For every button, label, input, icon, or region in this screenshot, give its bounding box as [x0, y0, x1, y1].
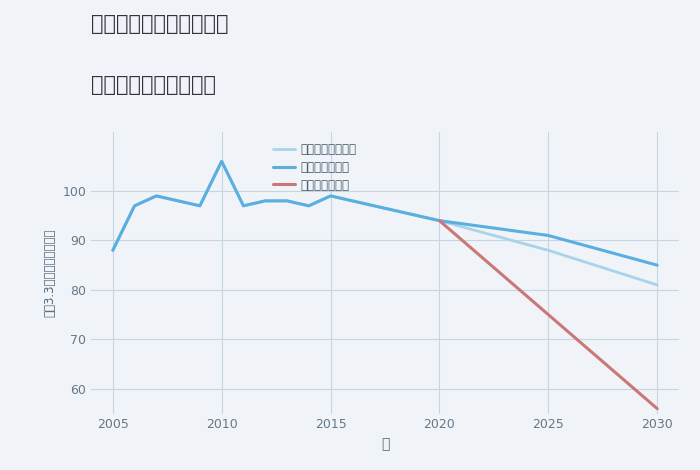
- ノーマルシナリオ: [326, 193, 335, 199]
- グッドシナリオ: [653, 262, 662, 268]
- Y-axis label: 坪（3.3㎡）単価（万円）: 坪（3.3㎡）単価（万円）: [43, 228, 57, 317]
- ノーマルシナリオ: [261, 198, 270, 204]
- グッドシナリオ: [196, 203, 204, 209]
- グッドシナリオ: [239, 203, 248, 209]
- ノーマルシナリオ: [152, 193, 160, 199]
- グッドシナリオ: [218, 158, 226, 164]
- X-axis label: 年: 年: [381, 437, 389, 451]
- グッドシナリオ: [130, 203, 139, 209]
- Line: グッドシナリオ: グッドシナリオ: [113, 161, 657, 265]
- グッドシナリオ: [152, 193, 160, 199]
- ノーマルシナリオ: [174, 198, 182, 204]
- ノーマルシナリオ: [239, 203, 248, 209]
- グッドシナリオ: [283, 198, 291, 204]
- グッドシナリオ: [304, 203, 313, 209]
- ノーマルシナリオ: [392, 208, 400, 213]
- バッドシナリオ: [653, 406, 662, 411]
- Text: 愛知県東海市富木島町の: 愛知県東海市富木島町の: [91, 14, 228, 34]
- ノーマルシナリオ: [435, 218, 444, 223]
- ノーマルシナリオ: [108, 248, 117, 253]
- ノーマルシナリオ: [370, 203, 378, 209]
- ノーマルシナリオ: [544, 248, 552, 253]
- グッドシナリオ: [326, 193, 335, 199]
- ノーマルシナリオ: [196, 203, 204, 209]
- ノーマルシナリオ: [653, 282, 662, 288]
- Text: 中古戸建ての価格推移: 中古戸建ての価格推移: [91, 75, 216, 95]
- グッドシナリオ: [435, 218, 444, 223]
- Line: ノーマルシナリオ: ノーマルシナリオ: [113, 161, 657, 285]
- グッドシナリオ: [348, 198, 356, 204]
- グッドシナリオ: [370, 203, 378, 209]
- グッドシナリオ: [108, 248, 117, 253]
- ノーマルシナリオ: [304, 203, 313, 209]
- グッドシナリオ: [392, 208, 400, 213]
- グッドシナリオ: [544, 233, 552, 238]
- ノーマルシナリオ: [348, 198, 356, 204]
- ノーマルシナリオ: [414, 213, 422, 219]
- バッドシナリオ: [435, 218, 444, 223]
- ノーマルシナリオ: [283, 198, 291, 204]
- Line: バッドシナリオ: バッドシナリオ: [440, 220, 657, 408]
- グッドシナリオ: [261, 198, 270, 204]
- ノーマルシナリオ: [218, 158, 226, 164]
- ノーマルシナリオ: [130, 203, 139, 209]
- グッドシナリオ: [174, 198, 182, 204]
- Legend: ノーマルシナリオ, グッドシナリオ, バッドシナリオ: ノーマルシナリオ, グッドシナリオ, バッドシナリオ: [273, 143, 356, 192]
- グッドシナリオ: [414, 213, 422, 219]
